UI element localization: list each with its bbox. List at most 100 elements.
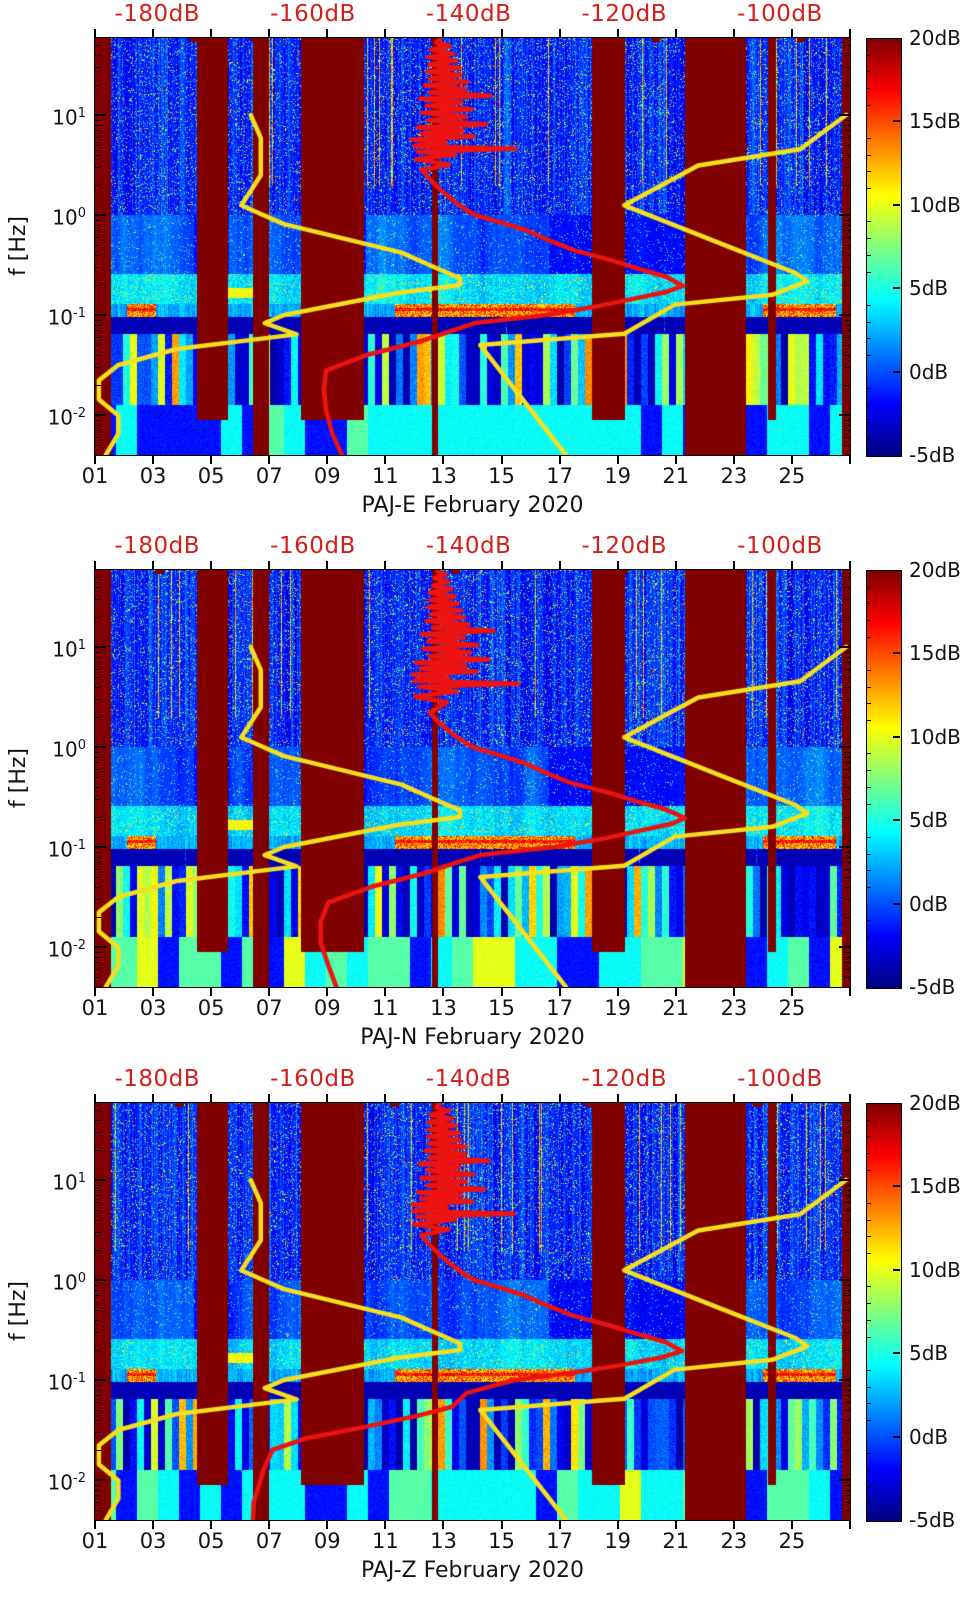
x-tick-label: 19 [604,996,632,1020]
x-tick-label: 01 [81,1529,109,1553]
axis-tick [839,746,850,748]
axis-tick [558,987,561,996]
axis-tick [844,816,850,818]
axis-tick [95,119,101,121]
axis-tick [95,254,101,256]
axis-tick [95,45,101,47]
axis-tick [95,445,101,447]
axis-tick [867,753,871,755]
axis-tick [95,1179,106,1181]
axis-tick [674,1520,677,1529]
y-tick-label: 10-1 [47,837,86,862]
axis-tick [844,367,850,369]
axis-tick [893,735,900,738]
axis-tick [893,902,900,905]
axis-tick [844,184,850,186]
axis-tick [95,184,101,186]
y-tick-label: 101 [52,1170,86,1195]
axis-tick [867,1386,871,1388]
x-tick-label: 25 [778,1529,806,1553]
axis-tick [95,424,101,426]
axis-tick [867,1369,871,1371]
axis-tick [674,455,677,464]
colorbar-tick-label: 15dB [909,1174,961,1199]
axis-tick [844,1184,850,1186]
axis-tick [95,84,101,86]
axis-tick [867,886,871,888]
axis-tick [844,1195,850,1197]
axis-tick [95,1432,101,1434]
axis-tick [732,1520,735,1529]
axis-tick [95,1279,106,1281]
axis-tick [95,877,101,879]
axis-tick [94,28,96,38]
axis-tick [839,846,850,848]
axis-tick [95,1332,101,1334]
axis-tick [844,1432,850,1434]
axis-tick [95,1232,101,1234]
axis-tick [844,1110,850,1112]
axis-tick [268,560,271,570]
axis-tick [95,1132,101,1134]
axis-tick [442,455,445,464]
axis-tick [95,899,101,901]
axis-tick [844,651,850,653]
axis-tick [844,254,850,256]
axis-tick [844,1502,850,1504]
axis-tick [95,1389,101,1391]
colorbar-tick-label: 5dB [909,808,949,833]
axis-tick [844,577,850,579]
axis-tick [867,271,871,273]
axis-tick [844,1489,850,1491]
x-tick-label: 23 [720,996,748,1020]
x-tick-label: 09 [313,464,341,488]
axis-tick [790,28,793,38]
axis-tick [844,137,850,139]
axis-tick [95,267,101,269]
axis-tick [326,1520,329,1529]
axis-tick [844,1149,850,1151]
axis-tick [844,1284,850,1286]
colorbar-tick-label: 0dB [909,359,949,384]
axis-tick [844,167,850,169]
axis-tick [95,324,101,326]
x-tick-label: 07 [255,1529,283,1553]
axis-tick [95,586,101,588]
axis-tick [867,1119,871,1121]
axis-tick [867,786,871,788]
axis-tick [95,1349,101,1351]
axis-tick [210,1093,213,1103]
axis-tick [844,856,850,858]
axis-tick [95,646,106,648]
axis-tick [844,1419,850,1421]
axis-tick [95,219,101,221]
axis-tick [839,214,850,216]
axis-tick [95,345,101,347]
axis-tick [867,770,871,772]
axis-tick [95,756,101,758]
axis-tick [844,419,850,421]
axis-tick [844,1210,850,1212]
axis-tick [867,404,871,406]
colorbar-tick-label: 20dB [909,1091,961,1115]
top-db-label: -100dB [737,1066,823,1092]
axis-tick [839,946,850,948]
axis-tick [95,716,101,718]
axis-tick [95,367,101,369]
axis-tick [384,1093,387,1103]
axis-tick [839,314,850,316]
axis-tick [844,969,850,971]
axis-tick [95,751,101,753]
axis-tick [268,1093,271,1103]
x-tick-label: 17 [546,464,573,488]
axis-tick [732,1093,735,1103]
axis-tick [893,370,900,373]
axis-tick [844,751,850,753]
axis-tick [558,1520,561,1529]
axis-tick [867,1236,871,1238]
top-db-label: -140dB [425,1,512,27]
axis-tick [152,28,155,38]
axis-tick [893,652,900,655]
axis-tick [844,454,850,456]
